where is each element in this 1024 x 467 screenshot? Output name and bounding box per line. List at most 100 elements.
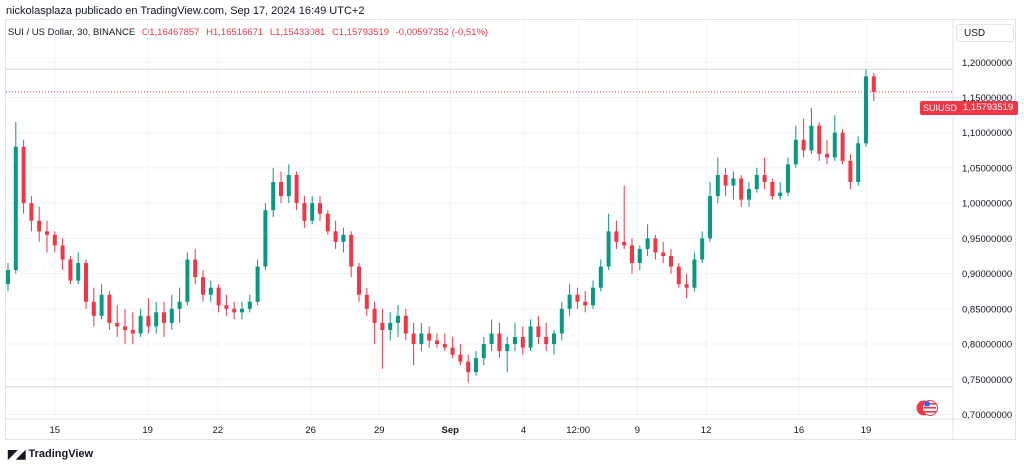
candle-body	[372, 308, 377, 323]
high-value: H1,16516671	[206, 27, 264, 38]
candle-body	[606, 231, 611, 267]
candle-body	[52, 234, 57, 246]
candle-body	[598, 266, 603, 288]
candle-body	[29, 203, 34, 221]
candle-body	[240, 308, 244, 313]
candle-body	[60, 245, 65, 260]
candle-body	[840, 132, 845, 161]
candle-body	[630, 245, 634, 264]
candle-body	[333, 231, 338, 242]
candle-body	[739, 178, 744, 200]
candle-body	[271, 182, 276, 211]
candle-body	[614, 231, 619, 242]
candle-body	[154, 312, 159, 327]
candle-body	[684, 284, 689, 288]
x-tick-label: 16	[794, 425, 805, 436]
candle-body	[396, 315, 400, 323]
y-tick-label: 1,20000000	[962, 58, 1012, 69]
candle-body	[801, 139, 806, 151]
candle-body	[130, 329, 135, 334]
candle-body	[193, 259, 198, 278]
x-tick-label: 19	[142, 425, 153, 436]
candle-body	[169, 308, 174, 323]
candle-body	[700, 238, 705, 260]
candle-body	[825, 153, 829, 158]
candle-body	[216, 287, 221, 306]
candle-body	[645, 238, 650, 249]
low-value: L1,15433081	[269, 27, 326, 38]
candle-body	[731, 178, 736, 186]
candle-body	[84, 263, 88, 302]
candle-body	[325, 213, 330, 232]
candle-body	[286, 174, 291, 197]
candle-body	[497, 333, 502, 352]
publish-info: nickolasplaza publicado en TradingView.c…	[6, 5, 365, 17]
us-flag-icon[interactable]	[916, 400, 938, 416]
candle-body	[232, 308, 237, 313]
candle-body	[793, 139, 798, 165]
candle-body	[505, 344, 510, 352]
candle-body	[162, 312, 166, 323]
x-tick-label: 26	[305, 425, 316, 436]
candle-body	[68, 259, 73, 281]
candle-body	[247, 301, 252, 309]
candle-body	[310, 203, 315, 221]
candle-body	[481, 344, 486, 359]
open-value: O1,16467857	[141, 27, 200, 38]
candle-body	[185, 259, 190, 302]
candle-body	[809, 125, 814, 151]
candle-body	[107, 294, 112, 323]
currency-selector[interactable]: USD	[956, 24, 1014, 42]
symbol-price-tag: SUIUSD	[920, 101, 961, 115]
candle-body	[786, 164, 790, 193]
symbol-name[interactable]: SUI / US Dollar, 30, BINANCE	[8, 27, 136, 38]
candle-body	[146, 315, 151, 327]
candle-body	[255, 266, 260, 302]
candle-body	[778, 192, 783, 197]
close-value: C1,15793519	[331, 27, 389, 38]
y-tick-label: 0,80000000	[962, 340, 1012, 351]
candle-body	[21, 146, 26, 204]
x-tick-label: Sep	[442, 425, 460, 436]
candle-body	[13, 146, 18, 271]
x-tick-label: 12:00	[566, 425, 590, 436]
candle-body	[442, 344, 447, 348]
candle-body	[676, 266, 681, 285]
candle-body	[723, 174, 728, 186]
candle-body	[208, 287, 213, 295]
brand-name: TradingView	[28, 448, 94, 460]
candle-body	[661, 252, 666, 256]
candle-body	[856, 143, 861, 183]
candle-body	[201, 277, 205, 295]
candle-body	[754, 174, 759, 190]
candle-body	[302, 203, 307, 221]
tradingview-brand[interactable]: ◤◢ TradingView	[8, 447, 93, 461]
y-tick-label: 1,05000000	[962, 163, 1012, 174]
candle-body	[520, 336, 525, 348]
candle-body	[770, 182, 775, 197]
x-tick-label: 15	[50, 425, 61, 436]
y-tick-label: 0,90000000	[962, 269, 1012, 280]
candle-body	[715, 174, 720, 197]
candle-body	[848, 160, 853, 183]
candle-body	[832, 132, 837, 158]
candle-body	[388, 322, 393, 330]
y-tick-label: 1,00000000	[962, 199, 1012, 210]
x-tick-label: 19	[861, 425, 872, 436]
candle-body	[45, 231, 49, 235]
candle-body	[427, 333, 432, 341]
candle-body	[466, 361, 471, 373]
candle-body	[115, 322, 120, 327]
candle-body	[544, 336, 549, 345]
candle-body	[692, 259, 697, 288]
candle-body	[364, 294, 369, 309]
change-value: -0,00597352 (-0,51%)	[395, 27, 489, 38]
candle-body	[435, 340, 439, 345]
candle-body	[279, 182, 283, 197]
x-tick-label: 29	[374, 425, 385, 436]
candle-body	[318, 203, 322, 214]
y-tick-label: 0,95000000	[962, 234, 1012, 245]
candle-body	[294, 174, 299, 204]
candle-body	[349, 234, 354, 267]
